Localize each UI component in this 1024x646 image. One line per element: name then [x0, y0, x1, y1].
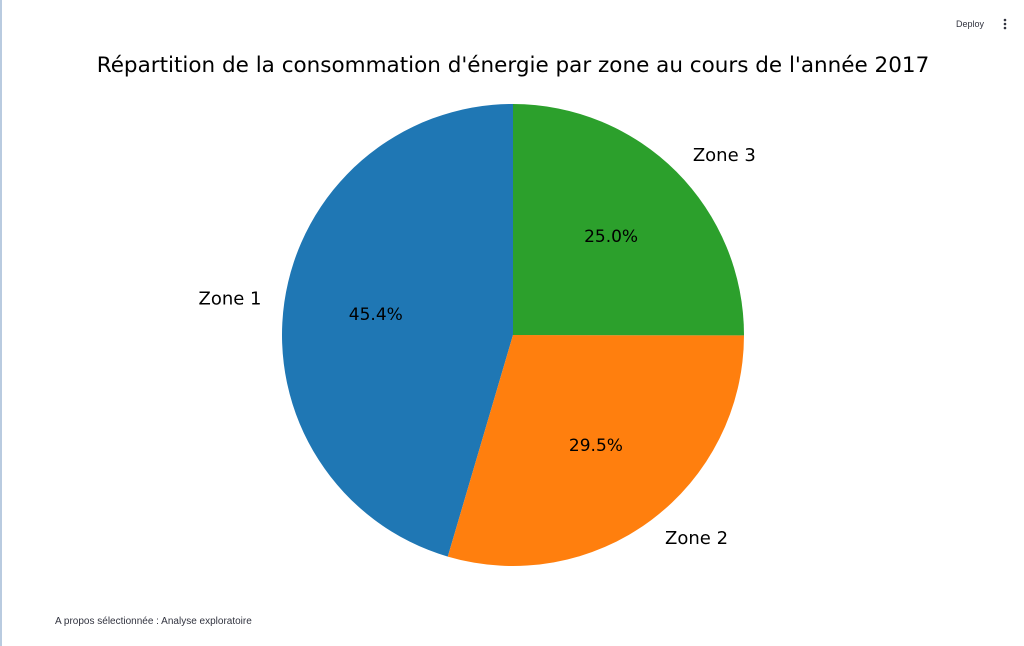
percent-label-zone-3: 25.0%	[584, 227, 638, 247]
left-border	[0, 0, 2, 646]
deploy-button[interactable]: Deploy	[950, 17, 990, 31]
chart-title: Répartition de la consommation d'énergie…	[97, 53, 930, 78]
pie-chart: Répartition de la consommation d'énergie…	[97, 53, 930, 566]
app-toolbar: Deploy	[950, 14, 1010, 34]
percent-label-zone-2: 29.5%	[569, 436, 623, 456]
pie-slice-zone-2	[447, 335, 744, 566]
slice-label-zone-1: Zone 1	[198, 288, 261, 309]
pie-slice-zone-1	[281, 103, 513, 557]
more-vertical-icon[interactable]	[1000, 16, 1010, 32]
status-text: A propos sélectionnée : Analyse explorat…	[55, 616, 252, 627]
slice-label-zone-3: Zone 3	[693, 145, 756, 166]
pie-slice-zone-3	[513, 104, 744, 336]
pie-labels: 45.4% Zone 1 29.5% Zone 2 25.0% Zone 3	[198, 145, 755, 549]
pie-slices	[281, 103, 744, 566]
slice-label-zone-2: Zone 2	[665, 528, 728, 549]
percent-label-zone-1: 45.4%	[349, 305, 403, 325]
